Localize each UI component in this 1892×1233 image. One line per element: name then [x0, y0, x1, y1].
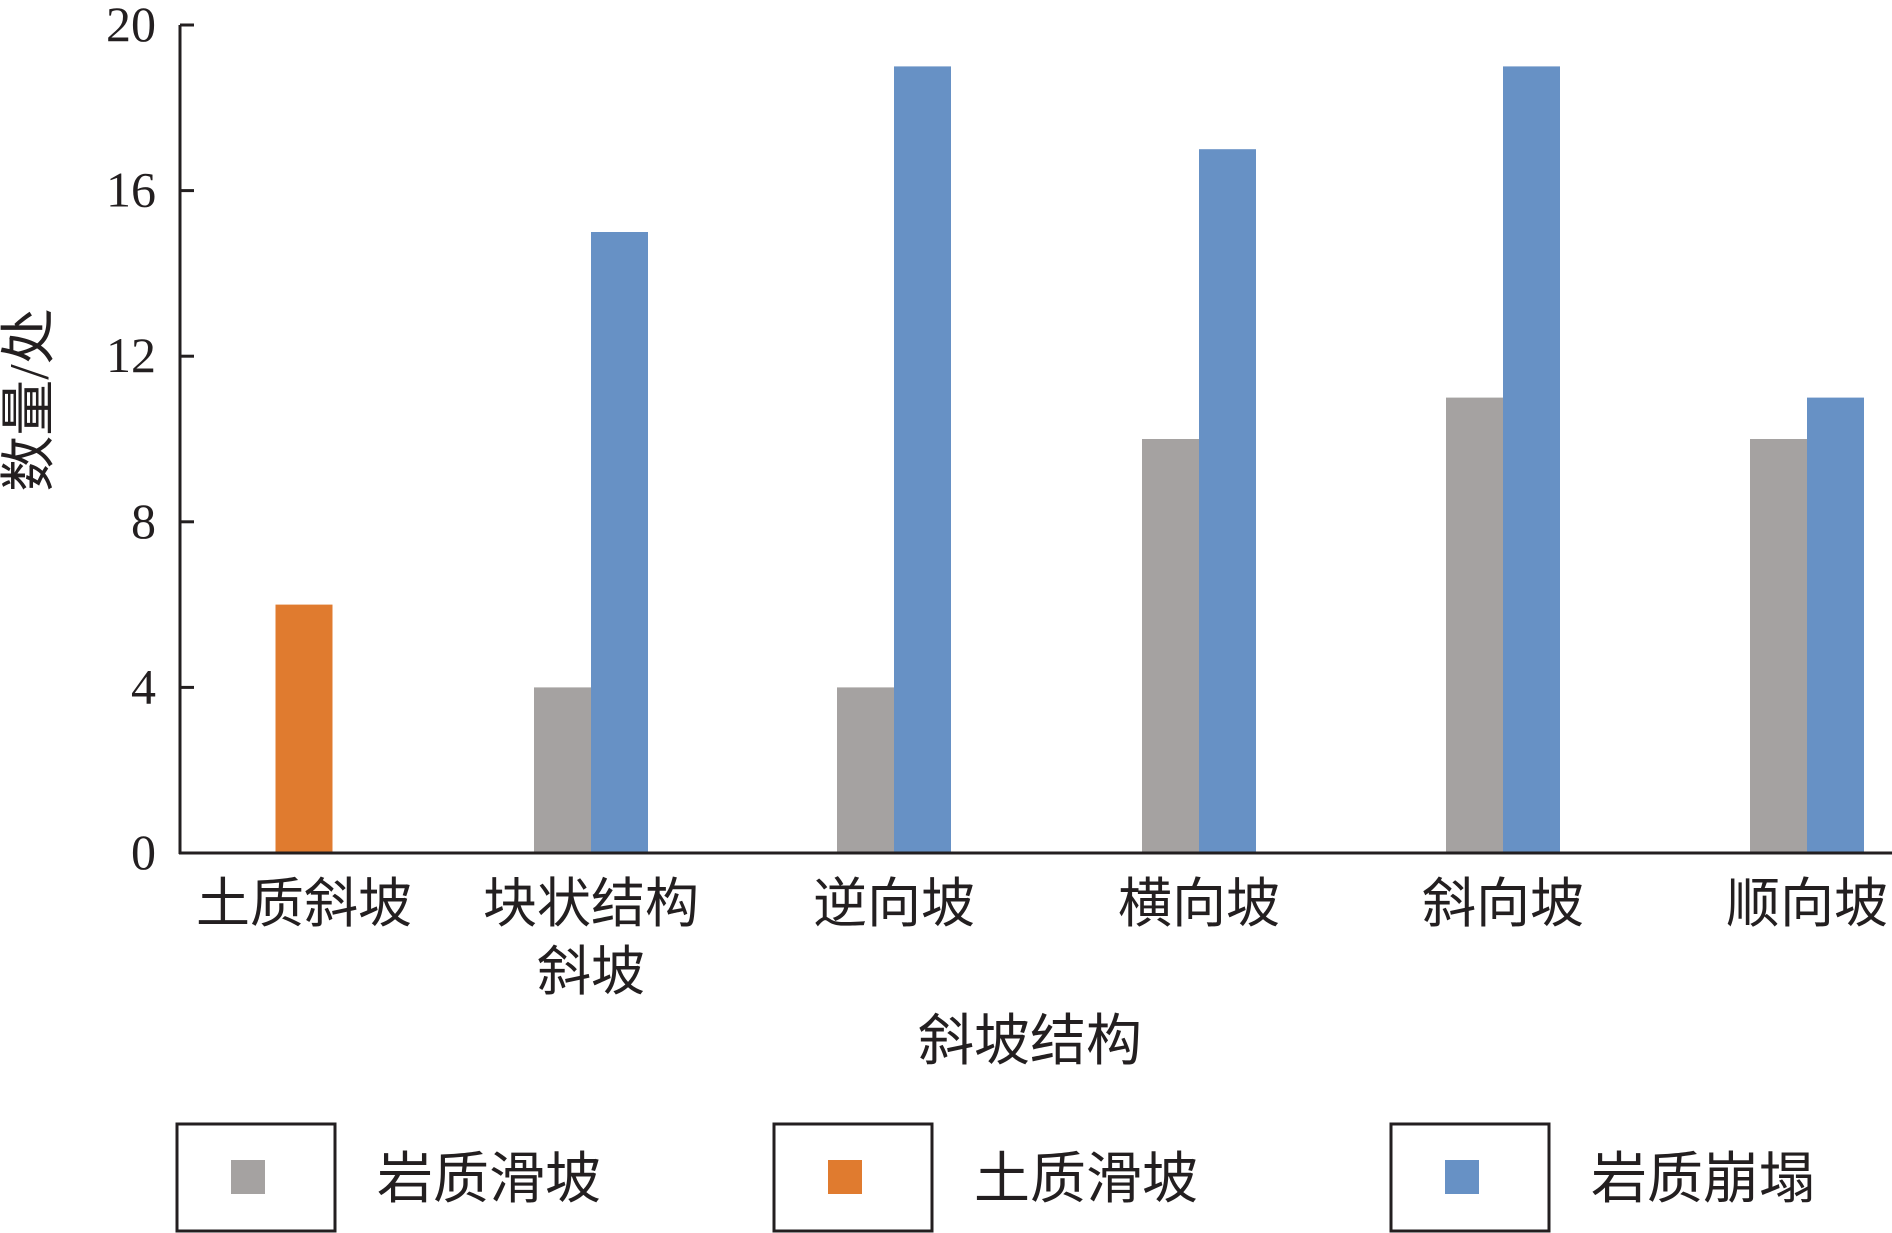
- x-category-label-5: 斜向坡: [1422, 874, 1584, 934]
- bar-1-6: [1750, 439, 1807, 853]
- legend-box-1: [175, 1122, 337, 1233]
- y-tick-label-1: 4: [131, 658, 156, 714]
- bar-3-3: [894, 66, 951, 853]
- y-tick-label-3: 12: [106, 327, 156, 383]
- y-axis-title: 数量/处: [0, 308, 61, 492]
- x-category-label-2-line-2: 斜坡: [537, 942, 645, 1002]
- legend-swatch-1: [231, 1160, 265, 1194]
- bar-2-1: [275, 604, 333, 853]
- bar-1-2: [534, 687, 591, 853]
- y-tick-label-2: 8: [131, 493, 156, 549]
- axes-layer: [178, 25, 1892, 855]
- bars-layer: [275, 66, 1864, 853]
- legend-label-2: 土质滑坡: [974, 1149, 1198, 1211]
- x-category-label-3: 逆向坡: [813, 874, 975, 934]
- legend: 岩质滑坡 土质滑坡 岩质崩塌: [175, 1122, 1815, 1233]
- bar-3-6: [1807, 397, 1864, 853]
- legend-swatch-2: [828, 1160, 862, 1194]
- x-axis-title: 斜坡结构: [918, 1011, 1142, 1073]
- y-tick-label-5: 20: [106, 0, 156, 52]
- y-tick-label-4: 16: [106, 162, 156, 218]
- x-category-label-2-line-1: 块状结构: [483, 874, 699, 934]
- legend-box-3: [1389, 1122, 1551, 1233]
- legend-label-1: 岩质滑坡: [377, 1149, 601, 1211]
- bar-3-2: [591, 232, 648, 853]
- bar-3-4: [1199, 149, 1256, 853]
- bar-1-3: [837, 687, 894, 853]
- bar-3-5: [1503, 66, 1560, 853]
- y-ticks: 0 4 8 12 16 20: [106, 0, 194, 880]
- legend-label-3: 岩质崩塌: [1591, 1149, 1815, 1211]
- x-category-label-6: 顺向坡: [1726, 874, 1888, 934]
- x-category-label-1: 土质斜坡: [196, 874, 412, 934]
- legend-box-2: [772, 1122, 934, 1233]
- x-category-label-4: 横向坡: [1118, 874, 1280, 934]
- legend-swatch-3: [1445, 1160, 1479, 1194]
- bar-1-4: [1142, 439, 1199, 853]
- bar-1-5: [1446, 397, 1503, 853]
- y-tick-label-0: 0: [131, 824, 156, 880]
